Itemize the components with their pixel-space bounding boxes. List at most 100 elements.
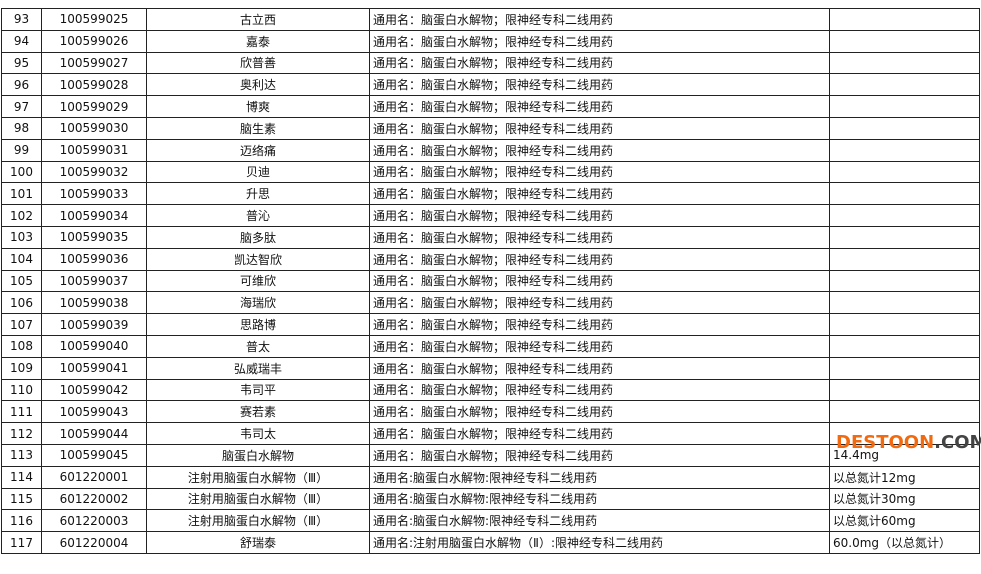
row-number-cell: 93 xyxy=(1,8,42,31)
drug-name-cell: 普沁 xyxy=(146,204,370,227)
drug-code-cell: 100599038 xyxy=(41,291,147,315)
drug-name-cell: 古立西 xyxy=(146,8,370,31)
drug-name-cell: 奥利达 xyxy=(146,73,370,97)
table-row: 96 100599028 奥利达 通用名：脑蛋白水解物；限神经专科二线用药 xyxy=(1,73,980,97)
specification-cell xyxy=(829,204,980,227)
table-row: 99 100599031 迈络痛 通用名：脑蛋白水解物；限神经专科二线用药 xyxy=(1,138,980,162)
remark-cell: 通用名：脑蛋白水解物；限神经专科二线用药 xyxy=(369,225,830,249)
drug-name-cell: 凯达智欣 xyxy=(146,247,370,271)
drug-name-cell: 升思 xyxy=(146,182,370,206)
drug-name-cell: 韦司太 xyxy=(146,422,370,445)
drug-table: 93 100599025 古立西 通用名：脑蛋白水解物；限神经专科二线用药 94 1005… xyxy=(1,8,980,554)
row-number-cell: 106 xyxy=(1,291,42,315)
specification-cell xyxy=(829,400,980,424)
drug-name-cell: 弘威瑞丰 xyxy=(146,356,370,380)
table-row: 95 100599027 欣普善 通用名：脑蛋白水解物；限神经专科二线用药 xyxy=(1,51,980,75)
remark-cell: 通用名：脑蛋白水解物；限神经专科二线用药 xyxy=(369,8,830,31)
drug-name-cell: 舒瑞泰 xyxy=(146,531,370,554)
row-number-cell: 94 xyxy=(1,29,42,53)
table-row: 111 100599043 赛若素 通用名：脑蛋白水解物；限神经专科二线用药 xyxy=(1,400,980,424)
drug-code-cell: 100599028 xyxy=(41,73,147,97)
row-number-cell: 110 xyxy=(1,378,42,402)
drug-code-cell: 100599037 xyxy=(41,269,147,293)
drug-name-cell: 思路博 xyxy=(146,313,370,336)
table-row: 109 100599041 弘威瑞丰 通用名：脑蛋白水解物；限神经专科二线用药 xyxy=(1,356,980,380)
drug-code-cell: 100599033 xyxy=(41,182,147,206)
specification-cell: 60.0mg（以总氮计） xyxy=(829,531,980,554)
specification-cell xyxy=(829,160,980,184)
row-number-cell: 97 xyxy=(1,95,42,118)
drug-name-cell: 嘉泰 xyxy=(146,29,370,53)
row-number-cell: 115 xyxy=(1,487,42,511)
row-number-cell: 109 xyxy=(1,356,42,380)
row-number-cell: 114 xyxy=(1,465,42,489)
specification-cell xyxy=(829,73,980,97)
remark-cell: 通用名：脑蛋白水解物；限神经专科二线用药 xyxy=(369,182,830,206)
remark-cell: 通用名：脑蛋白水解物；限神经专科二线用药 xyxy=(369,400,830,424)
table-row: 102 100599034 普沁 通用名：脑蛋白水解物；限神经专科二线用药 xyxy=(1,204,980,227)
specification-cell xyxy=(829,378,980,402)
drug-code-cell: 100599031 xyxy=(41,138,147,162)
table-row: 93 100599025 古立西 通用名：脑蛋白水解物；限神经专科二线用药 xyxy=(1,8,980,31)
remark-cell: 通用名：脑蛋白水解物；限神经专科二线用药 xyxy=(369,247,830,271)
specification-cell xyxy=(829,138,980,162)
table-row: 98 100599030 脑生素 通用名：脑蛋白水解物；限神经专科二线用药 xyxy=(1,116,980,140)
specification-cell xyxy=(829,29,980,53)
drug-code-cell: 100599043 xyxy=(41,400,147,424)
specification-cell: 以总氮计30mg xyxy=(829,487,980,511)
specification-cell xyxy=(829,116,980,140)
row-number-cell: 108 xyxy=(1,334,42,358)
drug-code-cell: 100599026 xyxy=(41,29,147,53)
drug-name-cell: 迈络痛 xyxy=(146,138,370,162)
table-row: 108 100599040 普太 通用名：脑蛋白水解物；限神经专科二线用药 xyxy=(1,334,980,358)
drug-name-cell: 注射用脑蛋白水解物（Ⅲ） xyxy=(146,465,370,489)
remark-cell: 通用名：脑蛋白水解物；限神经专科二线用药 xyxy=(369,291,830,315)
remark-cell: 通用名:脑蛋白水解物:限神经专科二线用药 xyxy=(369,465,830,489)
drug-code-cell: 100599040 xyxy=(41,334,147,358)
drug-code-cell: 601220002 xyxy=(41,487,147,511)
row-number-cell: 111 xyxy=(1,400,42,424)
remark-cell: 通用名：脑蛋白水解物；限神经专科二线用药 xyxy=(369,138,830,162)
remark-cell: 通用名：脑蛋白水解物；限神经专科二线用药 xyxy=(369,29,830,53)
specification-cell: 以总氮计60mg xyxy=(829,509,980,533)
row-number-cell: 98 xyxy=(1,116,42,140)
drug-code-cell: 100599044 xyxy=(41,422,147,445)
row-number-cell: 113 xyxy=(1,443,42,467)
drug-code-cell: 100599032 xyxy=(41,160,147,184)
table-row: 97 100599029 博爽 通用名：脑蛋白水解物；限神经专科二线用药 xyxy=(1,95,980,118)
row-number-cell: 102 xyxy=(1,204,42,227)
drug-name-cell: 可维欣 xyxy=(146,269,370,293)
row-number-cell: 107 xyxy=(1,313,42,336)
remark-cell: 通用名：脑蛋白水解物；限神经专科二线用药 xyxy=(369,378,830,402)
remark-cell: 通用名：脑蛋白水解物；限神经专科二线用药 xyxy=(369,269,830,293)
table-row: 112 100599044 韦司太 通用名：脑蛋白水解物；限神经专科二线用药 xyxy=(1,422,980,445)
row-number-cell: 101 xyxy=(1,182,42,206)
drug-code-cell: 100599041 xyxy=(41,356,147,380)
remark-cell: 通用名：脑蛋白水解物；限神经专科二线用药 xyxy=(369,443,830,467)
table-row: 110 100599042 韦司平 通用名：脑蛋白水解物；限神经专科二线用药 xyxy=(1,378,980,402)
drug-code-cell: 100599030 xyxy=(41,116,147,140)
table-row: 104 100599036 凯达智欣 通用名：脑蛋白水解物；限神经专科二线用药 xyxy=(1,247,980,271)
specification-cell xyxy=(829,291,980,315)
table-row: 116 601220003 注射用脑蛋白水解物（Ⅲ） 通用名:脑蛋白水解物:限神经专科… xyxy=(1,509,980,533)
table-row: 100 100599032 贝迪 通用名：脑蛋白水解物；限神经专科二线用药 xyxy=(1,160,980,184)
drug-name-cell: 脑生素 xyxy=(146,116,370,140)
remark-cell: 通用名:脑蛋白水解物:限神经专科二线用药 xyxy=(369,487,830,511)
remark-cell: 通用名：脑蛋白水解物；限神经专科二线用药 xyxy=(369,334,830,358)
specification-cell xyxy=(829,182,980,206)
table-row: 113 100599045 脑蛋白水解物 通用名：脑蛋白水解物；限神经专科二线用药 14… xyxy=(1,443,980,467)
drug-name-cell: 贝迪 xyxy=(146,160,370,184)
remark-cell: 通用名：脑蛋白水解物；限神经专科二线用药 xyxy=(369,422,830,445)
drug-code-cell: 601220004 xyxy=(41,531,147,554)
drug-name-cell: 博爽 xyxy=(146,95,370,118)
drug-code-cell: 601220001 xyxy=(41,465,147,489)
specification-cell xyxy=(829,51,980,75)
drug-code-cell: 100599039 xyxy=(41,313,147,336)
drug-code-cell: 100599042 xyxy=(41,378,147,402)
drug-name-cell: 脑多肽 xyxy=(146,225,370,249)
table-row: 117 601220004 舒瑞泰 通用名:注射用脑蛋白水解物（Ⅱ）:限神经专科二线用… xyxy=(1,531,980,554)
remark-cell: 通用名：脑蛋白水解物；限神经专科二线用药 xyxy=(369,51,830,75)
specification-cell xyxy=(829,313,980,336)
remark-cell: 通用名：脑蛋白水解物；限神经专科二线用药 xyxy=(369,313,830,336)
drug-code-cell: 100599045 xyxy=(41,443,147,467)
